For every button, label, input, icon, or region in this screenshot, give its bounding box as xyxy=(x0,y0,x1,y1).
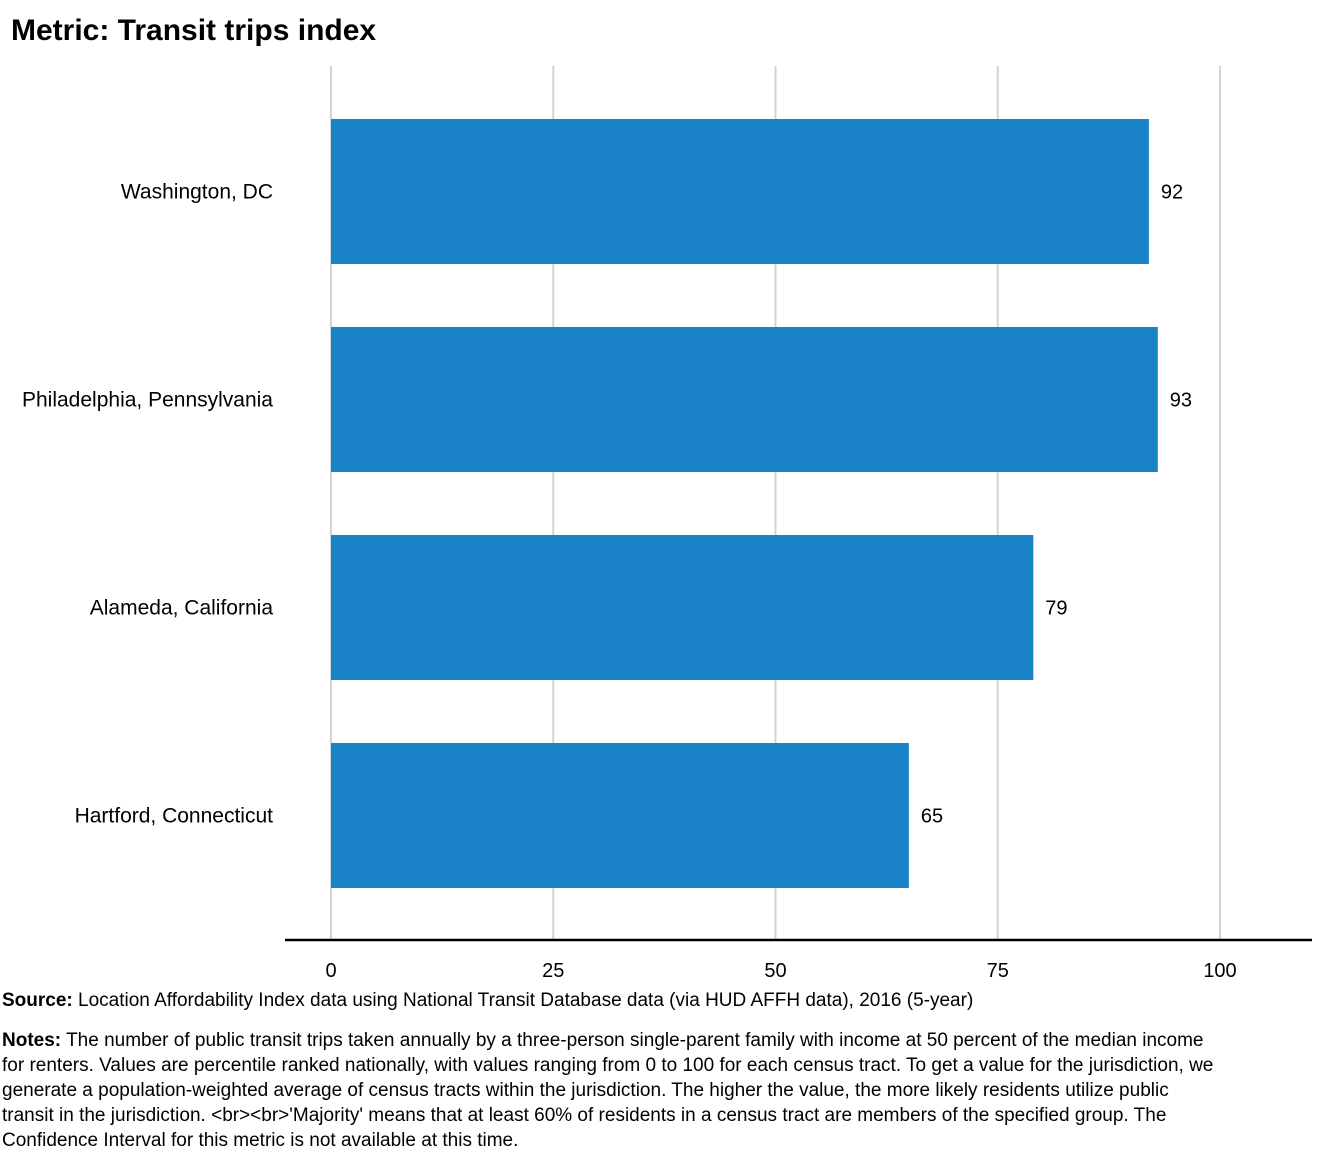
x-tick-labels: 0 25 50 75 100 xyxy=(325,960,1236,982)
notes: Notes: The number of public transit trip… xyxy=(2,1028,1217,1153)
notes-label: Notes: xyxy=(2,1030,62,1051)
chart-title: Metric: Transit trips index xyxy=(11,14,376,47)
value-label: 93 xyxy=(1170,390,1192,412)
notes-text: The number of public transit trips taken… xyxy=(2,1030,1214,1151)
category-labels: Washington, DC Philadelphia, Pennsylvania… xyxy=(22,181,273,828)
bar xyxy=(331,119,1149,264)
x-tick-label: 25 xyxy=(542,960,564,982)
value-label: 79 xyxy=(1045,598,1067,620)
bar xyxy=(331,743,909,888)
transit-trips-bar-chart: Metric: Transit trips index Washington, … xyxy=(11,14,1312,982)
x-tick-label: 100 xyxy=(1203,960,1236,982)
source-label: Source: xyxy=(2,990,73,1011)
source-note: Source: Location Affordability Index dat… xyxy=(2,988,1302,1013)
category-label: Washington, DC xyxy=(121,181,273,204)
category-label: Alameda, California xyxy=(90,597,274,620)
source-text: Location Affordability Index data using … xyxy=(78,990,974,1011)
value-label: 92 xyxy=(1161,182,1183,204)
x-tick-label: 75 xyxy=(987,960,1009,982)
value-labels: 92 93 79 65 xyxy=(921,182,1192,828)
category-label: Hartford, Connecticut xyxy=(75,805,274,828)
bar xyxy=(331,535,1034,680)
category-label: Philadelphia, Pennsylvania xyxy=(22,389,273,412)
x-tick-label: 0 xyxy=(325,960,336,982)
x-tick-label: 50 xyxy=(764,960,786,982)
bars xyxy=(331,119,1158,888)
bar xyxy=(331,327,1158,472)
value-label: 65 xyxy=(921,806,943,828)
